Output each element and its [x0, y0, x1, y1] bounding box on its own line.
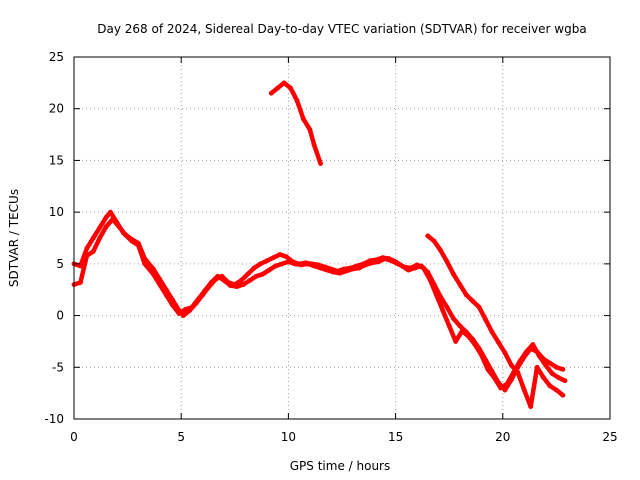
y-tick-label: 10: [49, 205, 64, 219]
data-trace: [294, 98, 306, 122]
chart-title: Day 268 of 2024, Sidereal Day-to-day VTE…: [97, 22, 586, 36]
data-point: [318, 161, 323, 166]
x-tick-label: 15: [388, 430, 403, 444]
data-point: [560, 366, 566, 372]
x-tick-label: 10: [281, 430, 296, 444]
data-point: [562, 378, 568, 384]
y-tick-label: 20: [49, 102, 64, 116]
series-track-B: [71, 216, 568, 391]
y-tick-label: 25: [49, 50, 64, 64]
grid: [74, 57, 610, 419]
data-trace: [311, 142, 323, 166]
data-trace: [78, 246, 90, 269]
data-layer: [71, 80, 568, 409]
data-trace: [307, 127, 317, 148]
data-trace: [479, 352, 491, 372]
data-trace: [136, 242, 148, 267]
x-tick-label: 25: [602, 430, 617, 444]
data-trace: [528, 365, 540, 409]
data-point: [560, 392, 566, 398]
y-tick-label: 5: [56, 257, 64, 271]
y-axis-label: SDTVAR / TECUs: [7, 189, 21, 287]
y-tick-label: 0: [56, 309, 64, 323]
data-trace: [427, 277, 439, 298]
y-tick-label: 15: [49, 153, 64, 167]
data-trace: [440, 308, 452, 329]
series-track-D: [425, 233, 566, 409]
plot-frame: [73, 56, 611, 420]
series-track-A: [71, 209, 566, 393]
data-trace: [434, 292, 446, 313]
series-track-C: [268, 80, 323, 166]
x-axis-label: GPS time / hours: [290, 459, 391, 473]
y-tick-label: -5: [52, 360, 64, 374]
data-trace: [78, 253, 90, 285]
x-tick-label: 20: [495, 430, 510, 444]
data-trace: [515, 370, 527, 393]
data-trace: [446, 323, 458, 344]
ticks: 0 5 10 15 20 25 -10 -5 0 5 10 15 20 25: [44, 50, 617, 444]
x-tick-label: 5: [177, 430, 185, 444]
data-trace: [91, 235, 102, 254]
x-tick-label: 0: [70, 430, 78, 444]
y-tick-label: -10: [44, 412, 64, 426]
